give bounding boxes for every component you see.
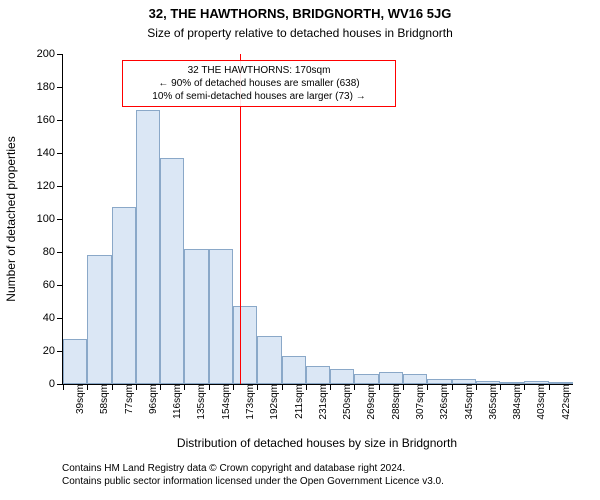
- histogram-bar: [87, 255, 111, 384]
- histogram-bar: [184, 249, 208, 384]
- x-tick: [524, 384, 525, 390]
- x-tick: [379, 384, 380, 390]
- x-tick-label: 269sqm: [358, 384, 377, 420]
- x-tick-label: 77sqm: [116, 384, 135, 414]
- chart-title-sub: Size of property relative to detached ho…: [0, 26, 600, 40]
- x-tick: [87, 384, 88, 390]
- y-tick-label: 200: [37, 48, 63, 60]
- y-tick-label: 20: [43, 345, 63, 357]
- x-tick: [427, 384, 428, 390]
- y-tick-label: 40: [43, 312, 63, 324]
- x-tick: [184, 384, 185, 390]
- x-tick-label: 211sqm: [286, 384, 305, 419]
- x-tick-label: 135sqm: [188, 384, 207, 420]
- x-tick: [160, 384, 161, 390]
- footer-attribution: Contains HM Land Registry data © Crown c…: [62, 462, 444, 488]
- x-tick: [112, 384, 113, 390]
- x-tick-label: 250sqm: [334, 384, 353, 420]
- x-tick: [452, 384, 453, 390]
- x-tick: [209, 384, 210, 390]
- x-tick-label: 384sqm: [504, 384, 523, 420]
- x-tick-label: 288sqm: [383, 384, 402, 420]
- x-tick-label: 365sqm: [480, 384, 499, 420]
- x-tick-label: 307sqm: [407, 384, 426, 420]
- x-tick-label: 116sqm: [164, 384, 183, 419]
- x-tick: [403, 384, 404, 390]
- histogram-bar: [233, 306, 257, 384]
- x-tick: [306, 384, 307, 390]
- histogram-bar: [63, 339, 87, 384]
- histogram-bar: [209, 249, 233, 384]
- histogram-bar: [330, 369, 354, 384]
- annotation-box: 32 THE HAWTHORNS: 170sqm ← 90% of detach…: [122, 60, 396, 107]
- x-tick: [354, 384, 355, 390]
- annotation-line-3: 10% of semi-detached houses are larger (…: [129, 90, 389, 103]
- x-tick-label: 326sqm: [431, 384, 450, 420]
- histogram-bar: [403, 374, 427, 384]
- histogram-bar: [257, 336, 281, 384]
- x-tick-label: 345sqm: [456, 384, 475, 420]
- y-tick-label: 120: [37, 180, 63, 192]
- histogram-bar: [136, 110, 160, 384]
- chart-title-main: 32, THE HAWTHORNS, BRIDGNORTH, WV16 5JG: [0, 6, 600, 21]
- annotation-line-2: ← 90% of detached houses are smaller (63…: [129, 77, 389, 90]
- y-tick-label: 160: [37, 114, 63, 126]
- x-tick-label: 173sqm: [237, 384, 256, 420]
- y-tick-label: 0: [49, 378, 63, 390]
- histogram-bar: [306, 366, 330, 384]
- x-tick-label: 403sqm: [528, 384, 547, 420]
- y-tick-label: 60: [43, 279, 63, 291]
- y-tick-label: 100: [37, 213, 63, 225]
- x-tick-label: 39sqm: [67, 384, 86, 414]
- footer-line-1: Contains HM Land Registry data © Crown c…: [62, 462, 444, 475]
- histogram-bar: [112, 207, 136, 384]
- x-tick-label: 231sqm: [310, 384, 329, 420]
- histogram-bar: [160, 158, 184, 384]
- x-tick: [500, 384, 501, 390]
- x-tick-label: 422sqm: [553, 384, 572, 420]
- x-tick-label: 154sqm: [213, 384, 232, 420]
- x-tick-label: 96sqm: [140, 384, 159, 414]
- histogram-bar: [354, 374, 378, 384]
- y-tick-label: 180: [37, 81, 63, 93]
- x-tick-label: 58sqm: [91, 384, 110, 414]
- footer-line-2: Contains public sector information licen…: [62, 475, 444, 488]
- x-tick: [282, 384, 283, 390]
- x-axis-label: Distribution of detached houses by size …: [62, 436, 572, 450]
- x-tick: [476, 384, 477, 390]
- annotation-line-1: 32 THE HAWTHORNS: 170sqm: [129, 64, 389, 77]
- x-tick: [136, 384, 137, 390]
- y-axis-label: Number of detached properties: [4, 136, 18, 301]
- y-tick-label: 140: [37, 147, 63, 159]
- x-tick: [330, 384, 331, 390]
- x-tick: [63, 384, 64, 390]
- x-tick-label: 192sqm: [261, 384, 280, 420]
- x-tick: [233, 384, 234, 390]
- histogram-bar: [282, 356, 306, 384]
- histogram-bar: [379, 372, 403, 384]
- y-tick-label: 80: [43, 246, 63, 258]
- x-tick: [549, 384, 550, 390]
- chart-container: { "titles": { "main": "32, THE HAWTHORNS…: [0, 0, 600, 500]
- x-tick: [257, 384, 258, 390]
